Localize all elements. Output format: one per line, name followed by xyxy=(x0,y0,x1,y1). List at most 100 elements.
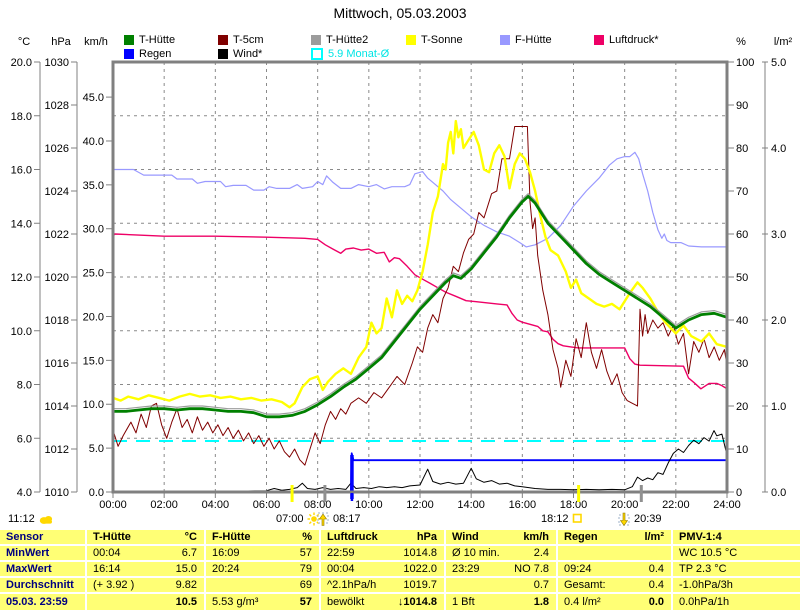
legend-item-luftdruck-: Luftdruck* xyxy=(594,34,659,46)
legend-label: Luftdruck* xyxy=(609,34,659,46)
table-cell-r4-c5: 0.4 l/m² 0.0 xyxy=(558,594,673,610)
legend-item-wind-: Wind* xyxy=(218,48,262,60)
table-cell-r2-c1: 16:14 15.0 xyxy=(87,562,206,576)
lm2-tick-label: 1.0 xyxy=(771,401,786,413)
cell-label: 00:04 xyxy=(93,547,121,559)
cell-label: -1.0hPa/3h xyxy=(679,579,733,591)
legend-item-f-h-tte: F-Hütte xyxy=(500,34,552,46)
sun-last-tick xyxy=(639,485,643,502)
cell-value: 79 xyxy=(299,563,312,575)
x-tick-label: 08:00 xyxy=(304,499,332,511)
series-t-5cm-line xyxy=(112,126,728,466)
page-title: Mittwoch, 05.03.2003 xyxy=(333,5,467,21)
percent-tick-label: 0 xyxy=(736,487,742,499)
series-t-sonne-line xyxy=(112,119,728,409)
column-unit: km/h xyxy=(523,531,549,543)
table-cell-r4-c1: 10.5 xyxy=(87,594,206,610)
cell-label: 20:24 xyxy=(212,563,240,575)
legend-swatch-icon xyxy=(311,35,321,45)
sunset-marker: 18:12 xyxy=(541,511,583,526)
series-t-h-tte2-line xyxy=(113,193,728,415)
column-unit: % xyxy=(302,531,312,543)
hPa-tick-label: 1016 xyxy=(45,358,69,370)
cloud-icon xyxy=(39,515,52,524)
kmh-tick-label: 25.0 xyxy=(83,268,104,280)
percent-tick-label: 60 xyxy=(736,229,748,241)
cell-value: 0.0 xyxy=(648,596,664,608)
hPa-tick-label: 1012 xyxy=(45,444,69,456)
legend-swatch-icon xyxy=(218,49,228,59)
x-tick-label: 12:00 xyxy=(406,499,434,511)
cell-label: 16:14 xyxy=(93,563,121,575)
x-tick-label: 10:00 xyxy=(355,499,383,511)
hPa-tick-label: 1020 xyxy=(45,272,69,284)
sun-icon xyxy=(307,512,321,525)
table-cell-r1-c0: MinWert xyxy=(0,546,87,560)
table-cell-r4-c3: bewölkt ↓1014.8 xyxy=(321,594,446,610)
series-luftdruck--line xyxy=(112,233,728,390)
table-cell-r1-c6: WC 10.5 °C xyxy=(673,546,800,560)
rain-event-tick xyxy=(350,493,354,501)
table-cell-r1-c1: 00:04 6.7 xyxy=(87,546,206,560)
cell-label: 0.4 l/m² xyxy=(564,596,601,608)
cell-label: 23:29 xyxy=(452,563,480,575)
column-unit: l/m² xyxy=(644,531,664,543)
cell-value: ↓1014.8 xyxy=(397,596,437,608)
cell-value: 0.4 xyxy=(648,563,664,575)
axis-unit-humidity: % xyxy=(736,36,746,48)
legend-label: Wind* xyxy=(233,48,263,60)
sun-up-arrow-icon xyxy=(317,512,329,526)
column-header: Wind xyxy=(452,531,479,543)
row-label: MaxWert xyxy=(6,563,52,575)
cell-value: 57 xyxy=(299,596,312,608)
x-tick-label: 20:00 xyxy=(611,499,639,511)
legend-swatch-icon xyxy=(406,35,416,45)
column-unit: hPa xyxy=(416,531,437,543)
x-tick-label: 02:00 xyxy=(150,499,178,511)
hPa-tick-label: 1030 xyxy=(45,57,69,69)
table-cell-r3-c4: 0.7 xyxy=(446,578,558,592)
degC-tick-label: 8.0 xyxy=(17,380,32,392)
column-header: Regen xyxy=(564,531,598,543)
legend-label: T-5cm xyxy=(233,34,264,46)
percent-tick-label: 70 xyxy=(736,186,748,198)
cell-label: Ø 10 min. xyxy=(452,547,500,559)
series-wind--line xyxy=(113,430,728,492)
table-cell-r3-c6: -1.0hPa/3h xyxy=(673,578,800,592)
x-tick-label: 06:00 xyxy=(253,499,281,511)
sun-first-time: 08:17 xyxy=(333,512,361,525)
degC-tick-label: 12.0 xyxy=(11,272,32,284)
hPa-tick-label: 1018 xyxy=(45,315,69,327)
kmh-tick-label: 0.0 xyxy=(89,487,104,499)
series-t-h-tte-line xyxy=(113,195,728,419)
kmh-tick-label: 5.0 xyxy=(89,443,104,455)
degC-tick-label: 18.0 xyxy=(11,111,32,123)
sun-first-tick xyxy=(323,485,327,502)
x-tick-label: 00:00 xyxy=(99,499,127,511)
degC-tick-label: 4.0 xyxy=(17,487,32,499)
cell-value: NO 7.8 xyxy=(514,563,549,575)
percent-tick-label: 90 xyxy=(736,100,748,112)
percent-tick-label: 50 xyxy=(736,272,748,284)
column-header: Luftdruck xyxy=(327,531,378,543)
lm2-tick-label: 4.0 xyxy=(771,143,786,155)
table-cell-r3-c5: Gesamt: 0.4 xyxy=(558,578,673,592)
table-row-2: MaxWert 16:14 15.0 20:24 79 00:04 1022.0 23:29 N… xyxy=(0,562,800,578)
plot-border xyxy=(111,60,729,494)
table-cell-r2-c6: TP 2.3 °C xyxy=(673,562,800,576)
table-row-0: Sensor T-Hütte °C F-Hütte% Luftdruck hPa Wind k… xyxy=(0,530,800,546)
table-cell-r3-c0: Durchschnitt xyxy=(0,578,87,592)
hPa-tick-label: 1028 xyxy=(45,100,69,112)
cell-label: 0.0hPa/1h xyxy=(679,596,730,608)
x-tick-label: 18:00 xyxy=(560,499,588,511)
table-cell-r0-c2: F-Hütte% xyxy=(206,530,321,544)
day-length-time: 11:12 xyxy=(8,512,35,525)
legend-swatch-icon xyxy=(500,35,510,45)
table-cell-r3-c1: (+ 3.92 ) 9.82 xyxy=(87,578,206,592)
legend-label: F-Hütte xyxy=(515,34,552,46)
axis-unit-temp: °C xyxy=(17,36,31,48)
cell-value: 1014.8 xyxy=(403,547,437,559)
degC-tick-label: 20.0 xyxy=(11,57,32,69)
sunset-tick xyxy=(577,485,581,502)
degC-tick-label: 14.0 xyxy=(11,218,32,230)
